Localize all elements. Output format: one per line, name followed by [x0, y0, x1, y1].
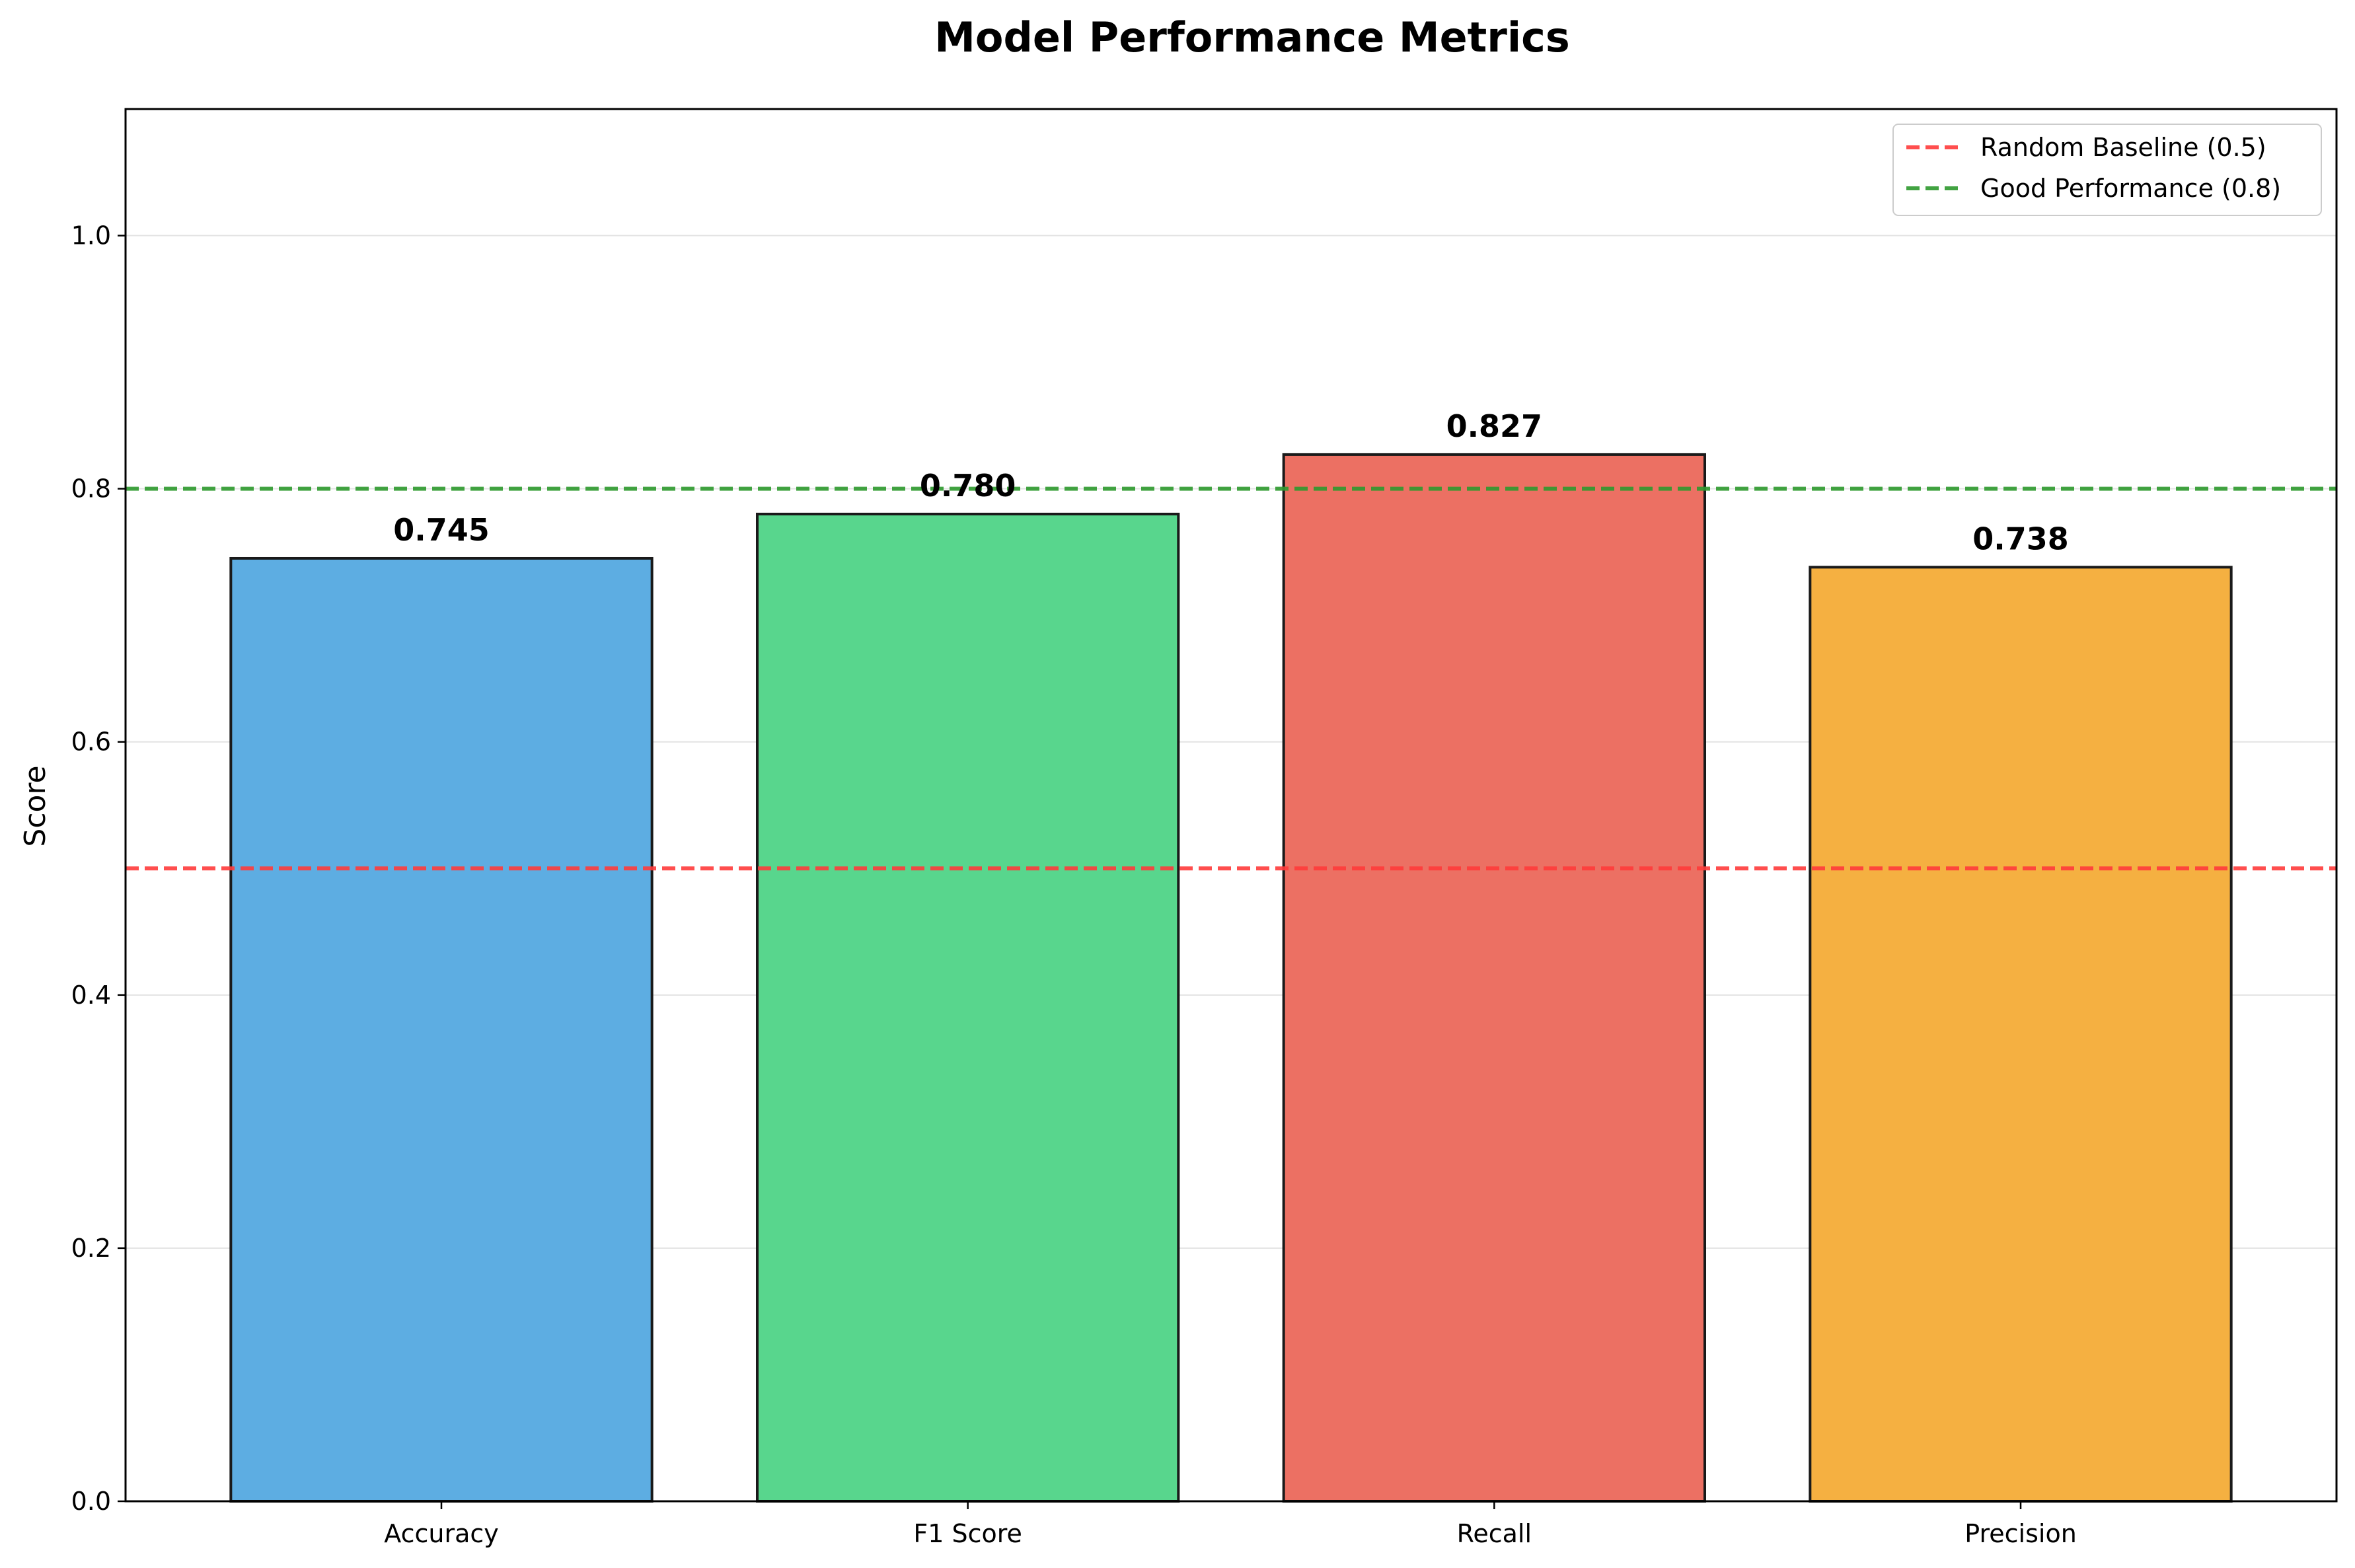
chart-title: Model Performance Metrics	[934, 13, 1570, 61]
reference-lines	[126, 486, 2336, 871]
y-tick-label: 0.2	[71, 1234, 111, 1263]
legend-label-random-baseline: Random Baseline (0.5)	[1980, 133, 2266, 162]
legend-label-good-performance: Good Performance (0.8)	[1980, 174, 2281, 203]
y-tick-label: 0.6	[71, 728, 111, 757]
plot-frame	[124, 108, 2338, 1503]
value-label: 0.780	[920, 468, 1016, 504]
bar-precision	[1809, 566, 2233, 1503]
y-tick-label: 0.0	[71, 1487, 111, 1516]
x-tick-label: Precision	[1964, 1519, 2077, 1548]
legend: Random Baseline (0.5) Good Performance (…	[1892, 124, 2322, 216]
legend-box	[1892, 124, 2322, 216]
y-tick-label: 1.0	[71, 221, 111, 250]
x-axis-ticks: Accuracy F1 Score Recall Precision	[384, 1501, 2077, 1548]
y-axis-ticks: 0.0 0.2 0.4 0.6 0.8 1.0	[71, 221, 126, 1516]
value-labels: 0.745 0.780 0.827 0.738	[393, 408, 2069, 556]
x-tick-label: Recall	[1457, 1519, 1532, 1548]
bar-recall	[1282, 453, 1706, 1503]
bars	[229, 453, 2233, 1503]
value-label: 0.827	[1446, 408, 1543, 444]
y-tick-label: 0.8	[71, 474, 111, 504]
value-label: 0.738	[1972, 521, 2069, 556]
bar-accuracy	[229, 556, 654, 1503]
y-axis-label: Score	[19, 765, 52, 846]
x-tick-label: Accuracy	[384, 1519, 499, 1548]
bar-f1-score	[756, 512, 1180, 1503]
value-label: 0.745	[393, 512, 490, 548]
x-tick-label: F1 Score	[913, 1519, 1022, 1548]
y-tick-label: 0.4	[71, 981, 111, 1010]
